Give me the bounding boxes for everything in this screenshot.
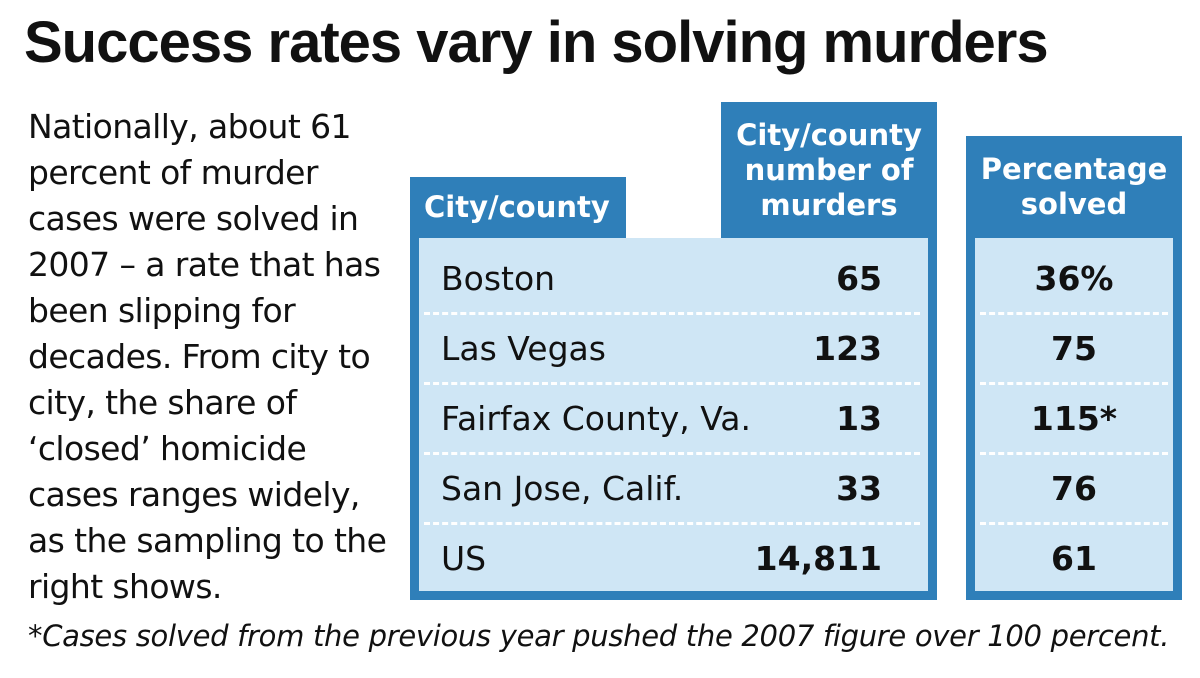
table-cell-murders: 65 — [836, 258, 882, 298]
table-cell-solved: 75 — [1051, 328, 1097, 368]
table-cell-city: San Jose, Calif. — [441, 468, 684, 508]
table-panel-right — [966, 238, 1182, 600]
row-divider — [424, 312, 920, 315]
row-divider — [980, 452, 1168, 455]
table-cell-city: Fairfax County, Va. — [441, 398, 752, 438]
table-cell-solved: 76 — [1051, 468, 1097, 508]
column-header-city: City/county — [410, 177, 626, 238]
table-cell-solved: 61 — [1051, 538, 1097, 578]
table-panel-left — [410, 238, 937, 600]
row-divider — [424, 522, 920, 525]
intro-text: Nationally, about 61 percent of murder c… — [28, 107, 387, 606]
table-cell-city: US — [441, 538, 487, 578]
table-cell-city: Las Vegas — [441, 328, 606, 368]
table-cell-solved: 115* — [1030, 398, 1118, 438]
table-cell-murders: 33 — [836, 468, 882, 508]
row-divider — [980, 522, 1168, 525]
table-cell-solved: 36% — [1034, 258, 1114, 298]
footnote: *Cases solved from the previous year pus… — [28, 619, 1170, 653]
table-cell-murders: 13 — [836, 398, 882, 438]
table-cell-murders: 123 — [813, 328, 882, 368]
chart-title: Success rates vary in solving murders — [24, 10, 1049, 75]
row-divider — [424, 382, 920, 385]
row-divider — [424, 452, 920, 455]
table-cell-city: Boston — [441, 258, 556, 298]
row-divider — [980, 382, 1168, 385]
column-header-murders: City/county number of murders — [721, 102, 937, 238]
table-cell-murders: 14,811 — [754, 538, 882, 578]
column-header-solved: Percentage solved — [966, 136, 1182, 238]
row-divider — [980, 312, 1168, 315]
